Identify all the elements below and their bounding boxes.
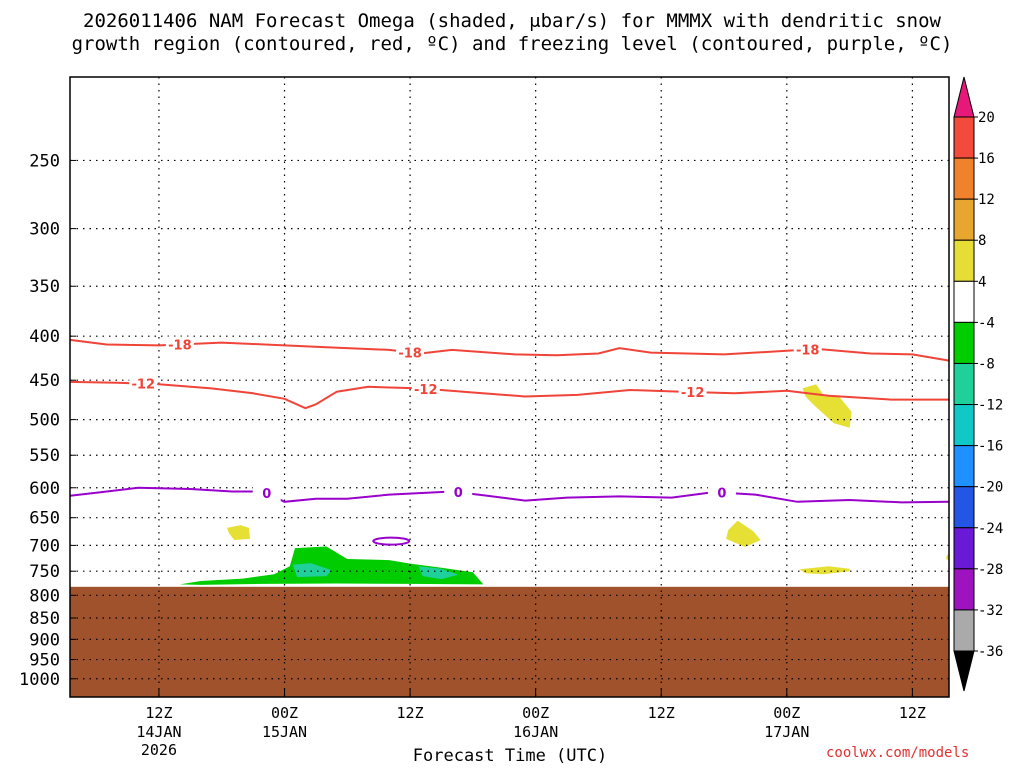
terrain-layer [70,586,949,697]
omega-shade-7 [945,553,949,561]
y-tick-label-400: 400 [29,327,60,347]
colorbar-label-10: -24 [978,521,1003,537]
colorbar-bin-0 [953,116,975,159]
x-tick-label-date-60: 17JAN [764,723,809,741]
x-axis-title: Forecast Time (UTC) [412,746,608,766]
contour-label--12-1: -12 [414,383,438,398]
chart-title-line-1: 2026011406 NAM Forecast Omega (shaded, μ… [83,10,941,32]
colorbar-bin-9 [953,486,975,529]
contour-label--12-0: -12 [132,378,156,393]
y-tick-label-450: 450 [29,371,60,391]
contour-label-bg--18-0 [165,336,194,353]
x-tick-label-time-0: 12Z [145,704,172,722]
omega-shade-2 [418,566,459,580]
contour-label--18-1: -18 [398,346,422,361]
contour-label-bg-0-1 [444,484,473,501]
colorbar-label-3: 8 [978,233,986,249]
x-tick-label-time-48: 12Z [648,704,675,722]
x-tick-label-time-36: 00Z [522,704,549,722]
y-axis: 2503003504004505005506006507007508008509… [19,151,76,690]
contour-label-bg--18-1 [396,344,425,361]
contour-label-bg-0-2 [707,484,736,501]
chart-title-line-2: growth region (contoured, red, ºC) and f… [71,33,953,55]
colorbar-bin-1 [953,157,975,200]
colorbar-bin-5 [953,321,975,364]
omega-shade-6 [799,566,850,575]
contour-line-0 [69,486,950,504]
x-tick-label-time-12: 00Z [271,704,298,722]
plot-frame [69,76,950,698]
omega-shade-0 [179,546,484,585]
small-freezing-contour [372,536,411,546]
omega-shade-4 [726,520,761,547]
colorbar-label-8: -16 [978,439,1003,455]
x-tick-label-time-72: 12Z [899,704,926,722]
colorbar-bottom-arrow [953,650,975,692]
colorbar-bin-10 [953,527,975,570]
colorbar-label-1: 16 [978,151,995,167]
omega-shade-1 [292,563,332,578]
omega-shade-5 [802,384,852,428]
contour-label-bg--12-2 [678,383,707,400]
site-credit: coolwx.com/models [826,745,970,761]
y-tick-label-1000: 1000 [19,670,60,690]
colorbar-label-5: -4 [978,315,995,331]
plot-border [69,76,950,698]
contour-label--18-0: -18 [168,338,192,353]
colorbar-bin-6 [953,362,975,406]
y-tick-label-950: 950 [29,651,60,671]
y-tick-label-300: 300 [29,220,60,240]
x-tick-label-date-36: 16JAN [513,723,558,741]
y-tick-label-750: 750 [29,562,60,582]
colorbar-label-6: -8 [978,356,995,372]
contour-label-0-2: 0 [717,487,726,502]
colorbar-label-9: -20 [978,480,1003,496]
colorbar-label-12: -32 [978,603,1003,619]
y-tick-label-650: 650 [29,509,60,529]
contour-label-0-0: 0 [262,487,271,502]
colorbar: 20 16 12 8 4 -4 -8 -12 -16 -20 -24 -28 -32 -36 [953,76,1003,692]
y-tick-label-600: 600 [29,479,60,499]
omega-shade-3 [227,525,250,540]
colorbar-label-7: -12 [978,398,1003,414]
colorbar-bin-2 [953,198,975,241]
x-tick-label-date-0: 14JAN [136,723,181,741]
colorbar-label-2: 12 [978,192,995,208]
contour-label--18-2: -18 [796,344,820,359]
colorbar-label-11: -28 [978,562,1003,578]
colorbar-bin-11 [953,568,975,611]
y-tick-label-550: 550 [29,446,60,466]
y-tick-label-900: 900 [29,630,60,650]
omega-shading-layer [179,384,949,585]
contour-label-bg-0-0 [252,485,281,502]
contour-label-bg--18-2 [793,341,822,358]
colorbar-label-4: 4 [978,274,986,290]
contour-label-bg--12-0 [129,375,158,392]
x-tick-label-time-60: 00Z [773,704,800,722]
colorbar-bin-7 [953,404,975,447]
terrain-block [70,586,949,697]
x-tick-label-date-12: 15JAN [262,723,307,741]
colorbar-bin-4 [953,280,975,323]
x-tick-label-year-0: 2026 [141,741,177,759]
colorbar-label-13: -36 [978,644,1003,660]
colorbar-label-0: 20 [978,110,995,126]
colorbar-bin-8 [953,445,975,488]
contour-label--12-2: -12 [681,386,705,401]
y-tick-label-850: 850 [29,609,60,629]
colorbar-bin-3 [953,239,975,282]
x-tick-label-time-24: 12Z [397,704,424,722]
colorbar-bin-12 [953,609,975,652]
y-tick-label-500: 500 [29,411,60,431]
y-tick-label-800: 800 [29,586,60,606]
y-tick-label-250: 250 [29,151,60,171]
y-tick-label-700: 700 [29,536,60,556]
contour-label-0-1: 0 [454,486,463,501]
colorbar-top-arrow [953,76,975,118]
contour-layer: -18 -18 -18 -12 -12 -12 0 0 0 [69,336,950,546]
y-tick-label-350: 350 [29,277,60,297]
contour-label-bg--12-1 [411,380,440,397]
